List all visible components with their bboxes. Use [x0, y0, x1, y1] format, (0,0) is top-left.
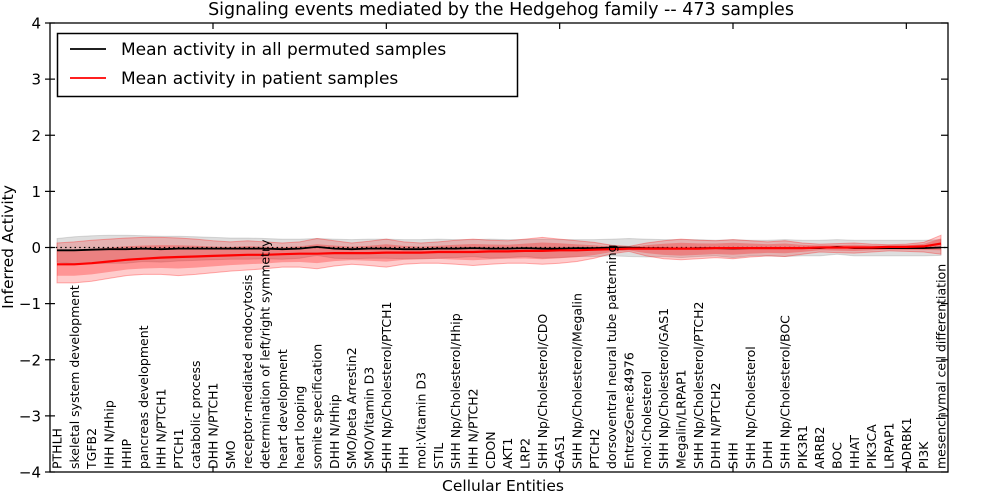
- y-tick-label: −1: [19, 295, 41, 313]
- x-category-label: HHAT: [847, 435, 862, 469]
- legend: Mean activity in all permuted samples Me…: [56, 32, 519, 98]
- x-category-label: DHH N/PTCH2: [708, 383, 723, 469]
- x-category-label: GAS1: [552, 435, 567, 469]
- y-tick-label: −4: [19, 464, 41, 482]
- x-category-label: DHH: [760, 441, 775, 469]
- x-category-label: IHH N/PTCH1: [154, 388, 169, 469]
- x-category-label: SHH Np/Cholesterol/Hhip: [448, 313, 463, 469]
- x-category-label: IHH N/PTCH2: [466, 388, 481, 469]
- x-category-label: ADRBK1: [899, 417, 914, 469]
- axes-frame: [49, 22, 949, 473]
- x-category-label: mol:Vitamin D3: [414, 372, 429, 469]
- y-tick-label: 0: [31, 239, 41, 257]
- y-tick-label: 1: [31, 183, 41, 201]
- x-category-label: TGFB2: [84, 428, 99, 470]
- x-category-label: SHH Np/Cholesterol/PTCH2: [691, 302, 706, 470]
- x-category-label: PTCH1: [171, 428, 186, 469]
- x-category-label: IHH: [396, 447, 411, 470]
- x-category-label: dorsoventral neural tube patterning: [604, 245, 619, 470]
- x-category-label: SHH: [726, 442, 741, 469]
- x-category-label: DHH N/PTCH1: [206, 383, 221, 469]
- x-category-label: determination of left/right symmetry: [258, 239, 273, 469]
- x-category-label: SMO/Vitamin D3: [362, 367, 377, 469]
- x-category-label: heart looping: [292, 386, 307, 469]
- x-category-label: DHH N/Hhip: [327, 394, 342, 469]
- x-category-label: LRP2: [518, 438, 533, 469]
- x-category-label: receptor-mediated endocytosis: [240, 275, 255, 469]
- x-category-label: Megalin/LRPAP1: [674, 369, 689, 469]
- x-category-label: SMO: [223, 440, 238, 469]
- x-category-label: PTHLH: [50, 428, 65, 469]
- x-category-label: CDON: [483, 431, 498, 469]
- y-tick-label: −2: [19, 351, 41, 369]
- legend-label-permuted: Mean activity in all permuted samples: [121, 40, 446, 60]
- x-category-label: mesenchymal cell differentiation: [934, 264, 949, 469]
- x-category-label: somite specification: [310, 344, 325, 469]
- x-category-label: STIL: [431, 443, 446, 469]
- x-category-label: IHH N/Hhip: [102, 400, 117, 469]
- x-category-label: SHH Np/Cholesterol/BOC: [778, 315, 793, 469]
- y-tick-label: −3: [19, 407, 41, 425]
- x-category-label: AKT1: [500, 438, 515, 469]
- y-tick-label: 4: [31, 15, 41, 33]
- x-category-label: SHH Np/Cholesterol/CDO: [535, 314, 550, 469]
- y-tick-label: 3: [31, 71, 41, 89]
- x-category-label: pancreas development: [136, 325, 151, 469]
- line-patient: [57, 242, 942, 266]
- x-category-label: BOC: [830, 442, 845, 469]
- x-category-label: SHH Np/Cholesterol/Megalin: [570, 293, 585, 469]
- x-category-label: heart development: [275, 349, 290, 469]
- legend-label-patient: Mean activity in patient samples: [121, 69, 398, 89]
- x-category-label: PIK3R1: [795, 425, 810, 469]
- x-category-label: LRPAP1: [882, 423, 897, 469]
- x-category-label: HHIP: [119, 439, 134, 469]
- x-category-label: SMO/beta Arrestin2: [344, 347, 359, 469]
- legend-box: [56, 32, 519, 98]
- y-axis-title: Inferred Activity: [0, 185, 17, 309]
- chart-title: Signaling events mediated by the Hedgeho…: [208, 0, 794, 20]
- x-category-label: skeletal system development: [67, 285, 82, 469]
- x-category-label: SHH Np/Cholesterol: [743, 346, 758, 469]
- x-category-label: SHH Np/Cholesterol/GAS1: [656, 308, 671, 469]
- x-category-label: ARRB2: [812, 427, 827, 469]
- x-category-label: PIK3CA: [864, 424, 879, 469]
- plot-area: −4 −3 −2 −1 0 1 2 3 4 PTHLH skeletal system develo…: [19, 15, 949, 482]
- x-category-label: mol:Cholesterol: [639, 371, 654, 469]
- y-tick-label: 2: [31, 127, 41, 145]
- x-axis-title: Cellular Entities: [442, 477, 564, 495]
- x-category-label: SHH Np/Cholesterol/PTCH1: [379, 302, 394, 470]
- x-category-label: PTCH2: [587, 428, 602, 469]
- x-category-label: catabolic process: [188, 360, 203, 469]
- x-category-label: PI3K: [916, 441, 931, 469]
- x-category-label: EntrezGene:84976: [622, 352, 637, 469]
